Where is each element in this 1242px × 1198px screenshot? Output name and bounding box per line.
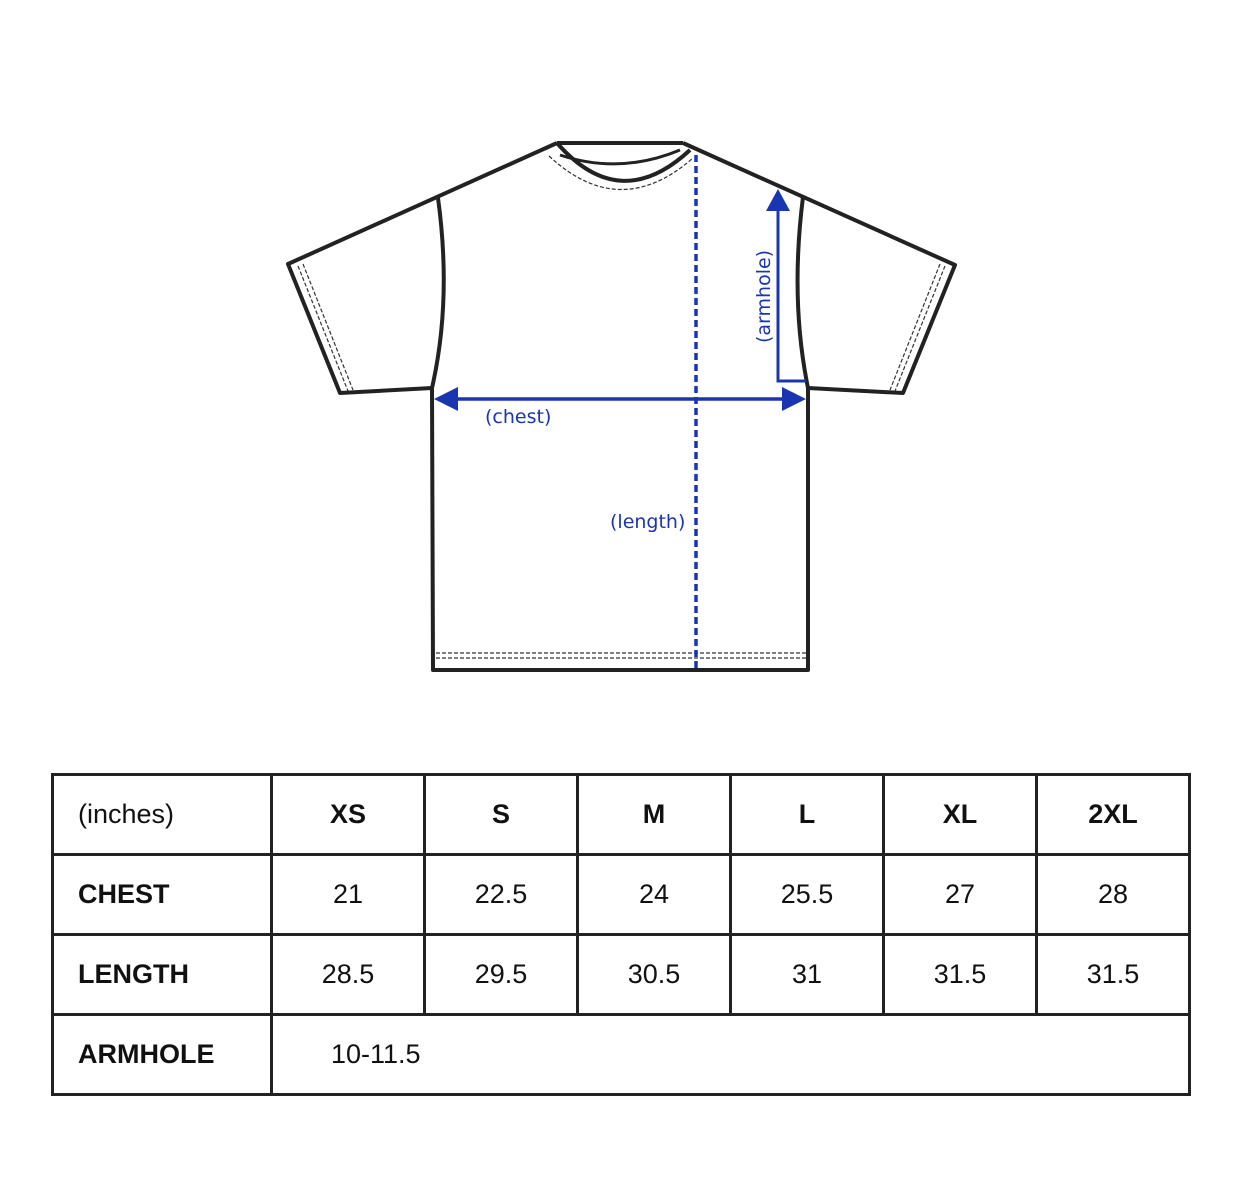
table-header-row: (inches) XS S M L XL 2XL [51,773,1191,856]
armhole-arrow-up-icon [766,189,790,211]
table-cell: 31.5 [882,933,1038,1016]
size-header: 2XL [1035,773,1191,856]
size-header: M [576,773,732,856]
armhole-line [776,208,806,383]
size-header: L [729,773,885,856]
table-cell: 31 [729,933,885,1016]
table-cell: 31.5 [1035,933,1191,1016]
row-label: CHEST [51,853,273,936]
size-header: XL [882,773,1038,856]
table-cell: 22.5 [423,853,579,936]
size-header: XS [270,773,426,856]
table-cell: 28.5 [270,933,426,1016]
row-label: ARMHOLE [51,1013,273,1096]
size-table: (inches) XS S M L XL 2XL CHEST 21 22.5 2… [51,773,1191,1096]
table-cell: 24 [576,853,732,936]
tshirt-outline [286,141,957,672]
armhole-label: (armhole) [753,250,775,343]
table-cell: 25.5 [729,853,885,936]
armhole-value: 10-11.5 [270,1013,1191,1096]
chest-label: (chest) [485,406,551,428]
table-row: LENGTH 28.5 29.5 30.5 31 31.5 31.5 [51,933,1191,1016]
table-cell: 29.5 [423,933,579,1016]
table-cell: 30.5 [576,933,732,1016]
table-cell: 21 [270,853,426,936]
tshirt-diagram: (chest) (length) (armhole) [286,141,957,672]
chest-arrow-right-icon [782,387,806,411]
table-row: CHEST 21 22.5 24 25.5 27 28 [51,853,1191,936]
chest-arrow-left-icon [434,387,458,411]
length-label: (length) [610,511,685,533]
stitching [297,155,946,659]
row-label: LENGTH [51,933,273,1016]
table-cell: 28 [1035,853,1191,936]
measure-lines [434,155,806,670]
unit-label: (inches) [51,773,273,856]
table-row: ARMHOLE 10-11.5 [51,1013,1191,1096]
table-cell: 27 [882,853,1038,936]
size-header: S [423,773,579,856]
